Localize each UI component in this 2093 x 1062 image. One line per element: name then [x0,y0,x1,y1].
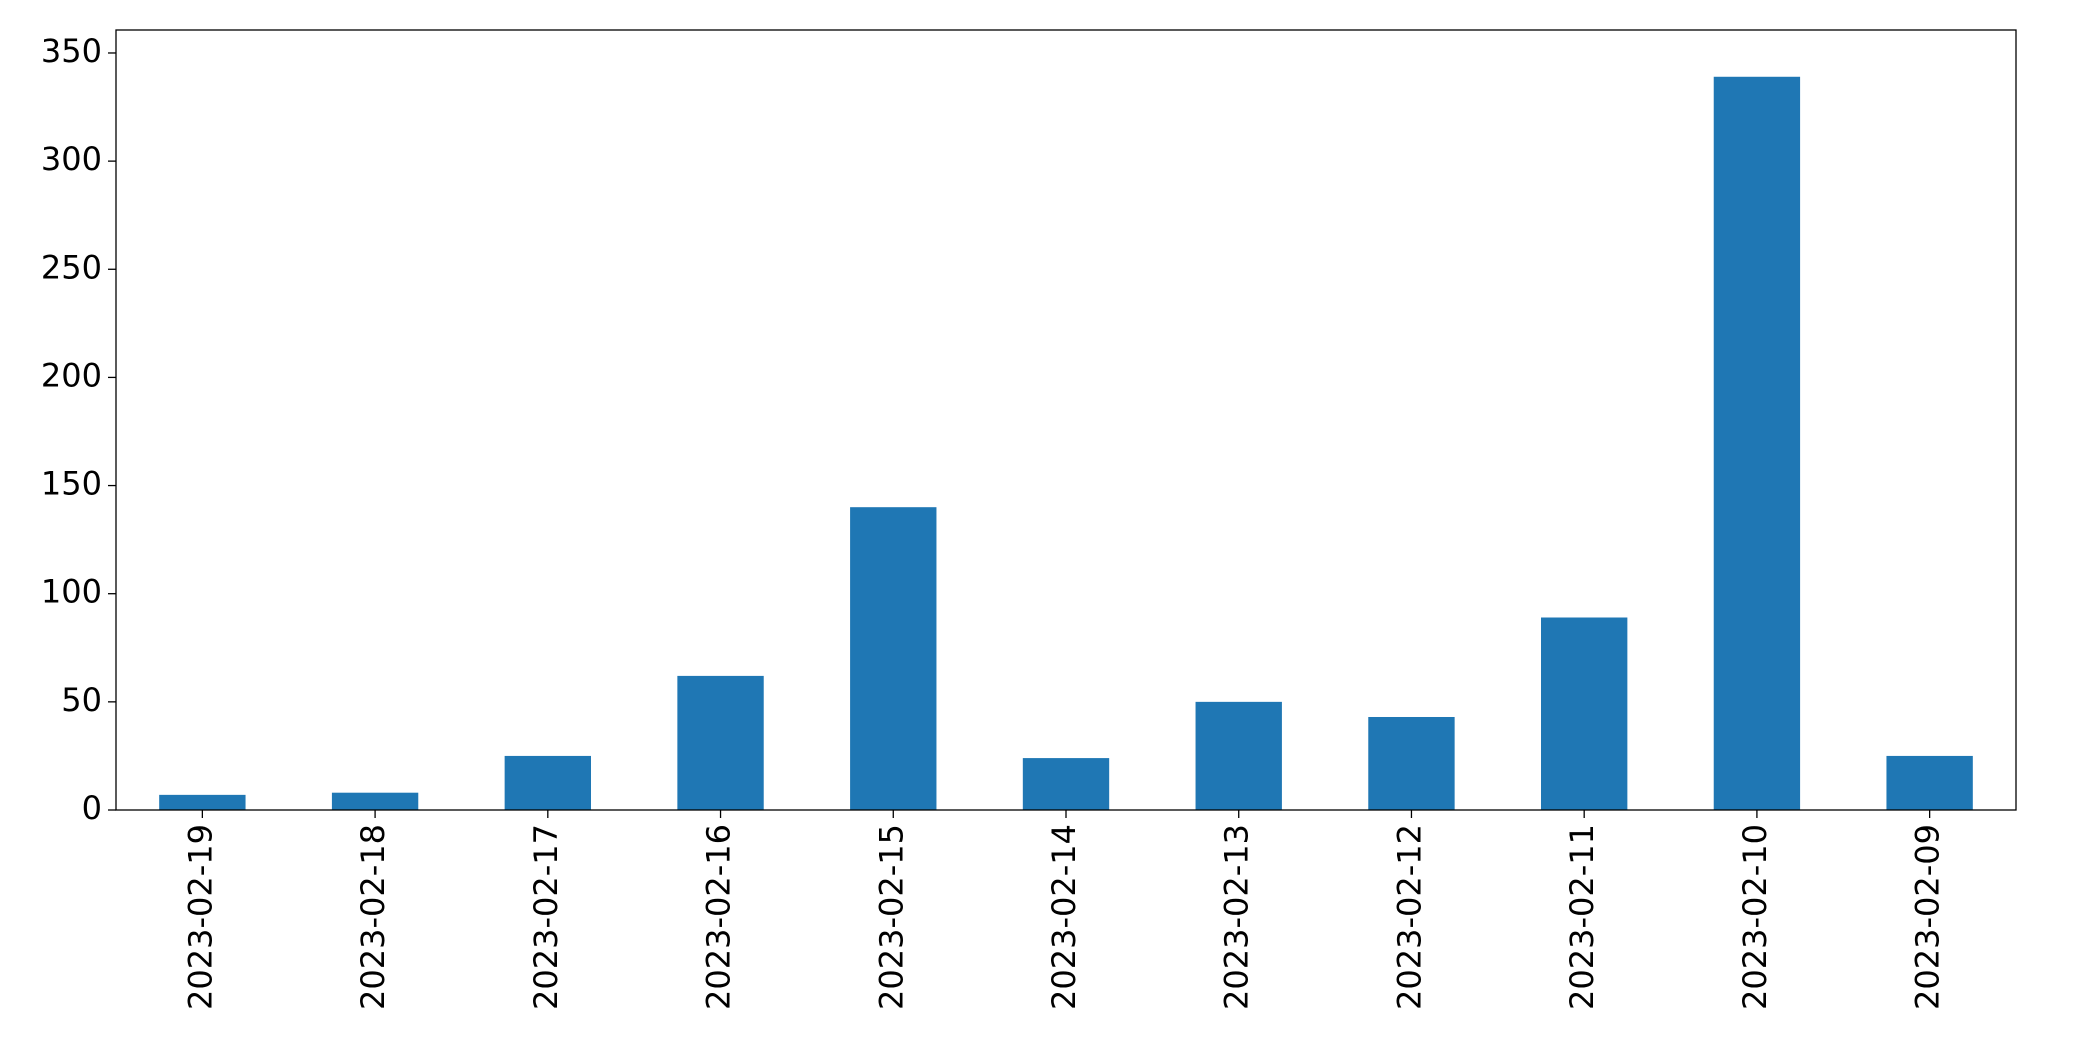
y-tick-label: 0 [82,789,102,827]
plot-frame [115,29,2017,811]
bar [1541,617,1628,810]
bar [331,792,419,810]
x-tick-label: 2023-02-19 [181,824,219,1010]
x-tick-label: 2023-02-12 [1390,824,1428,1010]
x-tick-label: 2023-02-16 [700,824,738,1010]
y-tick-label: 200 [41,356,102,394]
y-tick-label: 150 [41,465,102,503]
bar [1022,758,1110,810]
bar [677,675,764,810]
bar [159,794,246,810]
x-tick-label: 2023-02-10 [1736,824,1774,1010]
y-tick-label: 300 [41,140,102,178]
x-tick-label: 2023-02-11 [1563,824,1601,1010]
bar [1368,716,1455,810]
bar [1713,76,1801,811]
x-tick-label: 2023-02-15 [872,824,910,1010]
x-tick-label: 2023-02-13 [1218,824,1256,1010]
bar [504,755,591,810]
x-tick-label: 2023-02-17 [527,824,565,1010]
y-tick-label: 250 [41,248,102,286]
bar [1886,755,1973,810]
y-tick-label: 50 [61,681,102,719]
bar [1195,701,1282,810]
x-tick-label: 2023-02-09 [1909,824,1947,1010]
y-tick-label: 350 [41,32,102,70]
y-tick-label: 100 [41,573,102,611]
x-tick-label: 2023-02-14 [1045,824,1083,1010]
x-tick-label: 2023-02-18 [354,824,392,1010]
bar [850,507,937,810]
